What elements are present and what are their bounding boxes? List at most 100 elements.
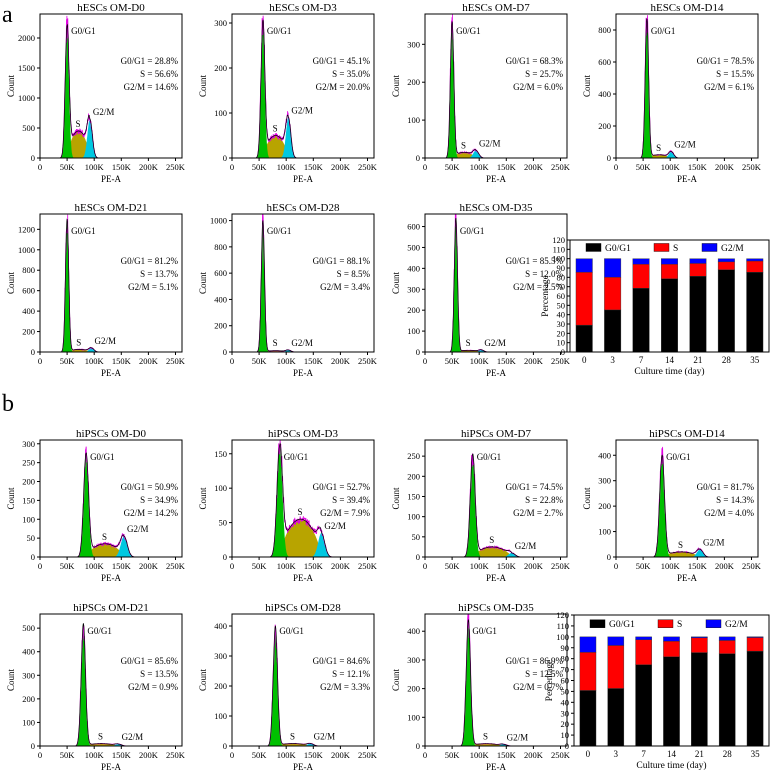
bar-segment-s <box>607 645 625 689</box>
bar-segment-s <box>661 264 678 279</box>
bar-segment-g2m <box>575 258 593 273</box>
stat-text: S = 12.0% <box>525 269 563 279</box>
g2m-peak-label: G2/M <box>324 521 346 531</box>
y-tick-label: 100 <box>22 717 35 727</box>
x-tick-label: 100K <box>277 162 297 172</box>
x-tick-label: 50K <box>636 162 652 172</box>
y-tick-label: 100 <box>214 108 227 118</box>
stat-text: S = 13.5% <box>140 669 178 679</box>
bar-segment-g2m <box>663 636 680 642</box>
x-tick-label: 200K <box>715 162 735 172</box>
y-tick-label: 1200 <box>18 224 35 234</box>
histogram-fit-line <box>266 442 338 558</box>
histogram-g2m-area <box>460 553 528 557</box>
histogram-g2m-area <box>266 532 338 557</box>
y-tick-label: 300 <box>407 655 420 665</box>
x-tick-label: 28 <box>722 355 732 365</box>
x-tick-label: 0 <box>423 561 427 571</box>
g2m-peak-label: G2/M <box>484 338 506 348</box>
bar-segment-g0g1 <box>632 288 650 353</box>
y-tick-label: 100 <box>214 711 227 721</box>
histogram-fit-line <box>443 21 490 159</box>
y-tick-label: 100 <box>407 712 420 722</box>
y-tick-label: 1000 <box>210 216 227 226</box>
histogram-g0g1-area <box>457 620 519 746</box>
x-tick-label: 100K <box>277 561 297 571</box>
histogram-b4: 0 100 200 300 400 0 50K 100K 150K 200K 250K PE-A Cou… <box>582 428 762 583</box>
y-tick-label: 200 <box>22 477 35 487</box>
y-tick-label: 200 <box>598 121 611 131</box>
histogram-g2m-area <box>253 117 301 158</box>
x-tick-label: 150K <box>497 750 517 760</box>
x-tick-label: 150K <box>112 561 132 571</box>
stat-text: S = 22.8% <box>525 495 563 505</box>
x-tick-label: 150K <box>304 561 324 571</box>
bar-segment-s <box>632 264 650 289</box>
s-peak-label: S <box>102 532 107 542</box>
x-axis-label: PE-A <box>293 174 314 184</box>
stat-text: G2/M = 5.1% <box>128 282 178 292</box>
histogram-g0g1-area <box>649 455 715 557</box>
s-peak-label: S <box>466 338 471 348</box>
g2m-peak-label: G2/M <box>674 140 696 150</box>
stat-text: G2/M = 2.5% <box>513 282 563 292</box>
bar-segment-s <box>718 640 736 654</box>
chart-title: hESCs OM-D3 <box>269 2 337 14</box>
stat-text: G2/M = 0.9% <box>128 682 178 692</box>
stat-text: S = 56.6% <box>140 69 178 79</box>
x-axis-label: PE-A <box>486 174 507 184</box>
histogram-b5: 0 100 200 300 400 500 0 50K 100K 150K 200K 250K PE-A… <box>6 602 186 772</box>
x-tick-label: 7 <box>641 749 646 759</box>
legend-label: S <box>677 620 682 630</box>
y-tick-label: 0 <box>416 552 420 562</box>
y-tick-label: 60 <box>557 291 566 301</box>
histogram-a2: 0 100 200 300 0 50K 100K 150K 200K 250K PE-A Count h… <box>198 2 378 184</box>
x-tick-label: 200K <box>331 750 351 760</box>
y-tick-label: 300 <box>214 18 227 28</box>
x-tick-label: 100K <box>277 750 297 760</box>
y-tick-label: 300 <box>214 651 227 661</box>
stat-text: G0/G1 = 50.9% <box>121 482 179 492</box>
y-axis-label: Percentage <box>541 275 551 317</box>
stacked-bar-a8: 0 3 7 14 21 28 350102030405060708090100110120C… <box>541 235 770 377</box>
x-tick-label: 0 <box>230 162 234 172</box>
y-tick-label: 600 <box>22 286 35 296</box>
y-tick-label: 30 <box>561 708 570 718</box>
x-tick-label: 250K <box>742 162 762 172</box>
y-tick-label: 600 <box>407 222 420 232</box>
x-tick-label: 200K <box>139 162 159 172</box>
legend-swatch <box>653 243 670 252</box>
stacked-bar-b8: 0 3 7 14 21 28 350102030405060708090100110120C… <box>545 610 770 771</box>
bar-segment-s <box>579 652 597 691</box>
y-tick-label: 40 <box>561 697 570 707</box>
x-axis-label: PE-A <box>293 762 314 772</box>
x-tick-label: 0 <box>230 356 234 366</box>
plot-frame <box>39 213 183 353</box>
x-tick-label: 250K <box>551 561 571 571</box>
x-tick-label: 0 <box>423 750 427 760</box>
stat-text: S = 12.5% <box>525 669 563 679</box>
chart-title: hESCs OM-D35 <box>459 202 533 214</box>
y-tick-label: 100 <box>214 483 227 493</box>
y-tick-label: 500 <box>22 623 35 633</box>
histogram-a5: 0 200 400 600 800 1000 1200 0 50K 100K 150K 200K 250… <box>6 202 186 378</box>
x-tick-label: 50K <box>252 356 268 366</box>
x-tick-label: 250K <box>551 356 571 366</box>
x-tick-label: 250K <box>551 750 571 760</box>
y-tick-label: 150 <box>407 491 420 501</box>
x-tick-label: 100K <box>661 162 681 172</box>
histogram-b2: 0 50 100 150 0 50K 100K 150K 200K 250K PE-A Count hi… <box>198 428 378 583</box>
y-tick-label: 200 <box>22 694 35 704</box>
legend-label: G2/M <box>721 244 744 254</box>
x-tick-label: 50K <box>636 561 652 571</box>
y-tick-label: 0 <box>223 153 227 163</box>
plot-frame <box>231 213 375 353</box>
bar-segment-s <box>663 641 680 658</box>
x-tick-label: 250K <box>358 561 378 571</box>
x-tick-label: 50K <box>445 750 461 760</box>
stat-text: G2/M = 14.2% <box>124 508 179 518</box>
y-tick-label: 70 <box>561 665 570 675</box>
stat-text: G0/G1 = 84.6% <box>313 656 371 666</box>
x-tick-label: 50K <box>445 561 461 571</box>
bar-segment-g0g1 <box>575 324 593 353</box>
